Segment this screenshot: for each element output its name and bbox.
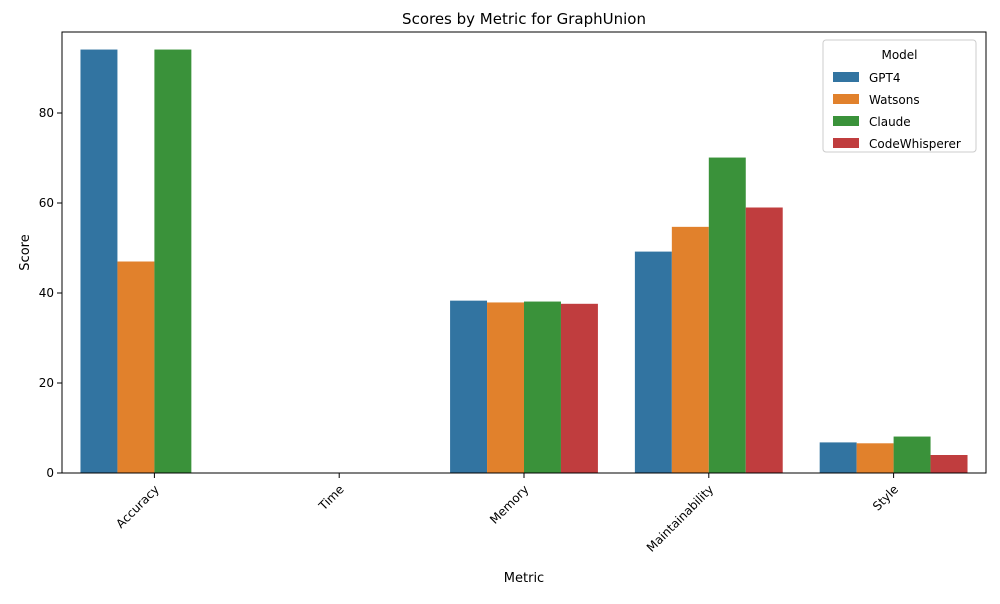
x-tick-label: Accuracy bbox=[113, 482, 162, 531]
legend-swatch-watsons bbox=[833, 94, 859, 104]
y-tick-label: 20 bbox=[39, 376, 54, 390]
bar-claude-accuracy bbox=[154, 49, 192, 474]
x-tick-label: Memory bbox=[487, 482, 531, 526]
legend-swatch-codewhisperer bbox=[833, 138, 859, 148]
legend-swatch-gpt4 bbox=[833, 72, 859, 82]
x-tick-label: Maintainability bbox=[644, 482, 716, 554]
bar-gpt4-memory bbox=[450, 300, 488, 473]
bar-codewhisperer-style bbox=[930, 455, 968, 473]
legend-title: Model bbox=[881, 48, 917, 62]
bar-claude-memory bbox=[524, 301, 561, 473]
y-tick-label: 60 bbox=[39, 196, 54, 210]
legend-box bbox=[822, 39, 977, 153]
bar-claude-maintainability bbox=[708, 157, 746, 474]
legend-label-watsons: Watsons bbox=[869, 93, 920, 107]
legend-label-claude: Claude bbox=[869, 115, 911, 129]
bar-watsons-accuracy bbox=[117, 261, 155, 473]
y-tick-label: 0 bbox=[46, 466, 54, 480]
bar-gpt4-accuracy bbox=[80, 49, 118, 474]
bar-watsons-style bbox=[856, 443, 894, 473]
y-axis-label: Score bbox=[18, 234, 33, 270]
x-tick-label: Style bbox=[870, 482, 901, 513]
legend-label-codewhisperer: CodeWhisperer bbox=[869, 137, 961, 151]
x-tick-label: Time bbox=[315, 482, 346, 513]
bar-codewhisperer-maintainability bbox=[745, 207, 783, 473]
y-tick-label: 40 bbox=[39, 286, 54, 300]
x-axis-label: Metric bbox=[504, 571, 544, 586]
y-tick-label: 80 bbox=[39, 106, 54, 120]
bar-claude-style bbox=[893, 436, 931, 473]
chart-title: Scores by Metric for GraphUnion bbox=[402, 10, 646, 28]
bar-watsons-memory bbox=[487, 302, 524, 473]
bar-gpt4-style bbox=[819, 442, 857, 473]
bar-watsons-maintainability bbox=[671, 226, 709, 473]
plot-area: 0 20 40 60 80 Accuracy Time Memory Maintainabili… bbox=[39, 31, 987, 555]
bar-gpt4-maintainability bbox=[634, 251, 672, 473]
legend-label-gpt4: GPT4 bbox=[869, 71, 901, 85]
bar-codewhisperer-memory bbox=[560, 303, 598, 473]
legend: Model GPT4 Watsons Claude CodeWhisperer bbox=[822, 39, 977, 153]
legend-swatch-claude bbox=[833, 116, 859, 126]
